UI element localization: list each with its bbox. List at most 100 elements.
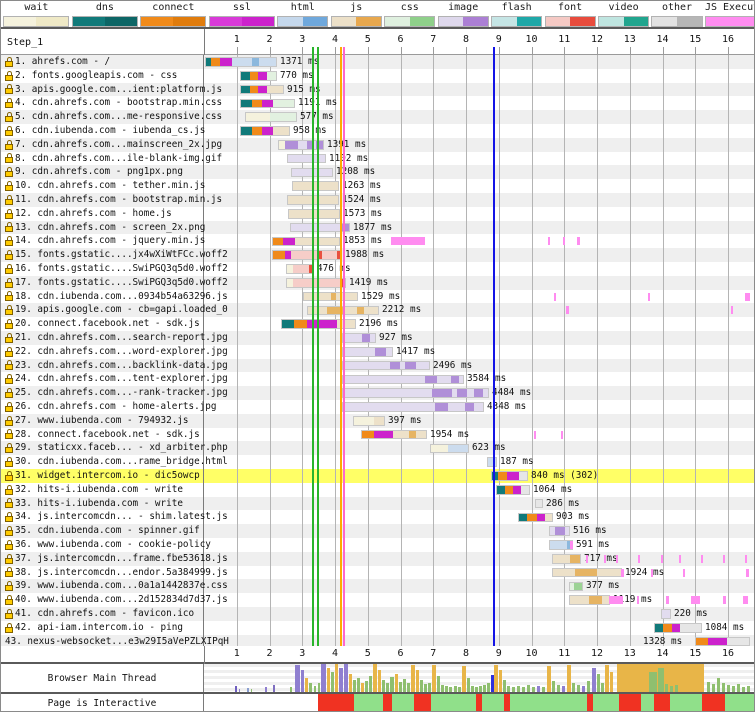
js-execution-mark bbox=[570, 541, 573, 549]
request-bar[interactable] bbox=[535, 498, 543, 509]
request-row[interactable] bbox=[1, 82, 754, 97]
axis-tick-mark bbox=[597, 47, 598, 55]
request-row[interactable] bbox=[1, 289, 754, 304]
lock-icon bbox=[5, 470, 13, 481]
axis-tick-label: 13 bbox=[623, 34, 636, 45]
request-row[interactable] bbox=[1, 607, 754, 621]
request-row[interactable] bbox=[1, 262, 754, 276]
request-row[interactable] bbox=[1, 206, 754, 221]
request-label: 38. js.intercomcdn...endor.5a384999.js bbox=[15, 566, 228, 578]
request-row[interactable] bbox=[1, 620, 754, 635]
request-bar[interactable] bbox=[286, 264, 314, 274]
legend-swatch bbox=[71, 16, 138, 27]
request-bar[interactable] bbox=[569, 595, 610, 605]
request-bar[interactable] bbox=[245, 112, 297, 122]
request-row[interactable] bbox=[1, 482, 754, 497]
request-bar[interactable] bbox=[552, 567, 622, 578]
request-row[interactable] bbox=[1, 317, 754, 331]
request-bar[interactable] bbox=[287, 153, 326, 164]
request-bar[interactable] bbox=[361, 429, 427, 440]
request-row[interactable] bbox=[1, 193, 754, 207]
request-bar[interactable] bbox=[290, 222, 350, 233]
request-bar[interactable] bbox=[272, 250, 342, 260]
bar-segment-connect bbox=[362, 430, 374, 439]
request-bar[interactable] bbox=[342, 402, 484, 412]
request-row[interactable] bbox=[1, 179, 754, 193]
grid-line bbox=[335, 55, 336, 646]
request-row[interactable] bbox=[1, 248, 754, 262]
bar-segment-image_light bbox=[437, 375, 452, 384]
request-bar[interactable] bbox=[518, 512, 553, 523]
request-bar[interactable] bbox=[342, 374, 464, 385]
request-bar[interactable] bbox=[549, 526, 570, 536]
request-bar[interactable] bbox=[552, 554, 581, 564]
request-bar[interactable] bbox=[491, 471, 528, 481]
bar-segment-js_light bbox=[602, 596, 609, 604]
request-row[interactable] bbox=[1, 151, 754, 166]
bar-segment-connect bbox=[210, 58, 220, 66]
request-bar[interactable] bbox=[205, 57, 277, 67]
request-bar[interactable] bbox=[487, 457, 497, 467]
bar-segment-image_light bbox=[343, 334, 362, 342]
request-bar[interactable] bbox=[342, 388, 489, 398]
request-row[interactable] bbox=[1, 220, 754, 235]
request-row[interactable] bbox=[1, 593, 754, 607]
request-row[interactable] bbox=[1, 68, 754, 83]
request-row[interactable] bbox=[1, 469, 754, 483]
request-row[interactable] bbox=[1, 275, 754, 290]
bottom-time-axis: 1 2 3 4 5 6 7 8 9 10 11 12 13 14 15 16 bbox=[1, 646, 754, 664]
request-row[interactable] bbox=[1, 55, 754, 69]
bar-segment-html_dark bbox=[566, 541, 572, 549]
request-bar[interactable] bbox=[661, 609, 671, 619]
request-label: 8. cdn.ahrefs.com...ile-blank-img.gif bbox=[15, 152, 223, 164]
request-row[interactable] bbox=[1, 96, 754, 111]
request-row[interactable] bbox=[1, 165, 754, 180]
request-bar[interactable] bbox=[654, 623, 702, 633]
request-row[interactable] bbox=[1, 124, 754, 138]
main-thread-activity-spike bbox=[445, 686, 448, 692]
request-bar[interactable] bbox=[342, 333, 376, 343]
bar-segment-js_dark bbox=[569, 555, 580, 563]
request-bar[interactable] bbox=[695, 636, 750, 646]
request-row[interactable] bbox=[1, 496, 754, 511]
main-thread-activity-spike bbox=[290, 687, 292, 692]
request-row[interactable] bbox=[1, 331, 754, 345]
request-bar[interactable] bbox=[292, 181, 339, 191]
request-duration-label: 958 ms bbox=[293, 125, 327, 136]
request-bar[interactable] bbox=[430, 443, 469, 454]
request-bar[interactable] bbox=[286, 278, 346, 288]
request-row[interactable] bbox=[1, 455, 754, 469]
request-duration-label: 397 ms bbox=[388, 414, 422, 426]
request-row[interactable] bbox=[1, 579, 754, 594]
request-bar[interactable] bbox=[353, 416, 385, 426]
legend-swatch bbox=[3, 16, 70, 27]
page-is-interactive-panel: Page is Interactive bbox=[1, 694, 754, 711]
request-bar[interactable] bbox=[240, 98, 295, 109]
request-row[interactable] bbox=[1, 441, 754, 456]
js-execution-mark bbox=[616, 554, 618, 563]
request-bar[interactable] bbox=[569, 581, 583, 592]
js-execution-mark bbox=[391, 237, 425, 246]
request-row[interactable] bbox=[1, 634, 754, 646]
request-bar[interactable] bbox=[240, 84, 284, 95]
request-bar[interactable] bbox=[342, 347, 393, 357]
lock-icon bbox=[5, 277, 13, 288]
lock-icon bbox=[5, 56, 13, 67]
main-thread-activity-spike bbox=[483, 685, 486, 692]
request-bar[interactable] bbox=[240, 126, 290, 136]
request-row[interactable] bbox=[1, 234, 754, 249]
bar-segment-js_dark bbox=[330, 292, 336, 301]
request-bar[interactable] bbox=[240, 71, 277, 81]
request-bar[interactable] bbox=[342, 360, 430, 371]
request-bar[interactable] bbox=[288, 209, 340, 219]
request-row[interactable] bbox=[1, 510, 754, 525]
request-bar[interactable] bbox=[272, 236, 340, 247]
request-row[interactable] bbox=[1, 137, 754, 152]
request-label: 13. cdn.ahrefs.com - screen_2x.png bbox=[15, 221, 206, 233]
request-bar[interactable] bbox=[496, 485, 530, 495]
request-row[interactable] bbox=[1, 110, 754, 124]
request-label: 17. fonts.gstatic....SwiPGQ3q5d0.woff2 bbox=[15, 276, 228, 288]
legend-item-wait: wait bbox=[3, 1, 70, 29]
request-bar[interactable] bbox=[278, 140, 324, 150]
